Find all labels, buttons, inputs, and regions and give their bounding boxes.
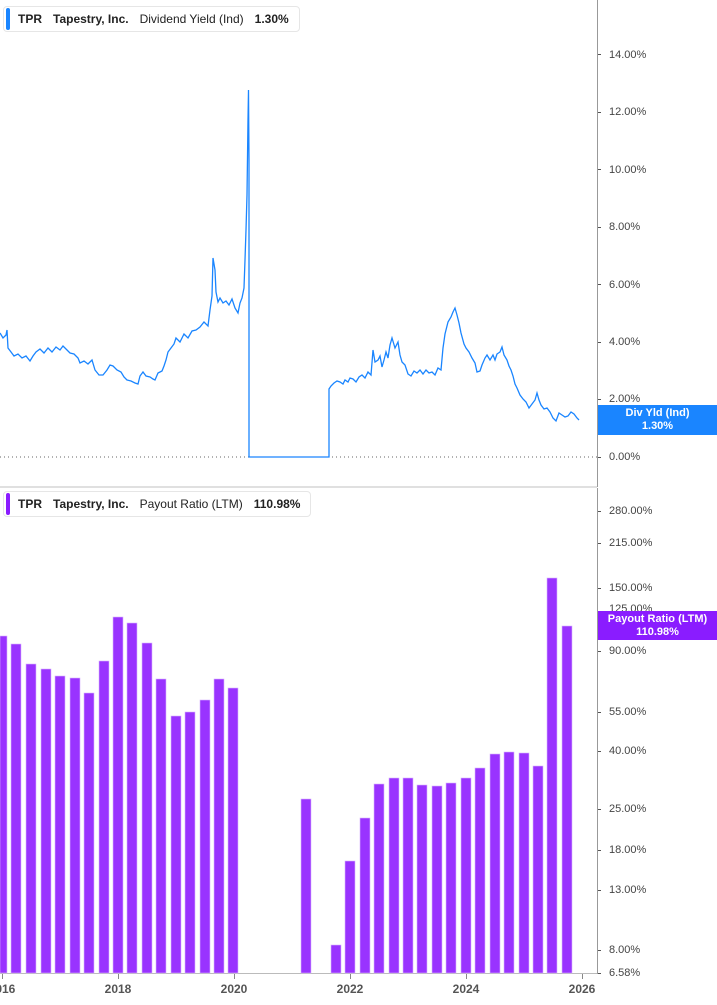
- bar[interactable]: [126, 622, 138, 974]
- y-tick-label: 280.00%: [609, 505, 653, 517]
- x-tick-label: 2016: [0, 982, 16, 996]
- x-tick-label: 2018: [104, 982, 132, 996]
- bar[interactable]: [227, 687, 239, 974]
- bar[interactable]: [460, 777, 472, 974]
- y-tick-label: 12.00%: [609, 106, 647, 118]
- bar[interactable]: [373, 783, 385, 974]
- bar[interactable]: [141, 642, 153, 974]
- series-color-swatch: [6, 493, 10, 515]
- legend-metric: Dividend Yield (Ind): [139, 12, 244, 26]
- badge-value: 1.30%: [641, 420, 674, 432]
- bar[interactable]: [98, 660, 110, 974]
- bar[interactable]: [474, 767, 486, 974]
- x-tick-label: 2024: [452, 982, 480, 996]
- y-tick-label: 6.00%: [609, 279, 641, 291]
- bar[interactable]: [213, 678, 225, 974]
- y-tick-label: 215.00%: [609, 537, 653, 549]
- y-tick-label: 18.00%: [609, 844, 647, 856]
- bar[interactable]: [416, 784, 428, 974]
- y-tick-label: 25.00%: [609, 803, 647, 815]
- dividend-yield-legend[interactable]: TPR Tapestry, Inc. Dividend Yield (Ind) …: [3, 6, 300, 32]
- badge-label: Payout Ratio (LTM): [607, 613, 708, 625]
- y-tick-label: 40.00%: [609, 745, 647, 757]
- payout-ratio-bars: [0, 577, 573, 974]
- bar[interactable]: [170, 715, 182, 974]
- y-tick-label: 4.00%: [609, 336, 641, 348]
- y-tick-label: 0.00%: [609, 451, 641, 463]
- payout-ratio-legend[interactable]: TPR Tapestry, Inc. Payout Ratio (LTM) 11…: [3, 491, 312, 517]
- y-tick-label: 8.00%: [609, 221, 641, 233]
- legend-company: Tapestry, Inc.: [53, 497, 129, 511]
- badge-value: 110.98%: [636, 626, 679, 638]
- legend-company: Tapestry, Inc.: [53, 12, 129, 26]
- bar[interactable]: [0, 635, 8, 974]
- bar[interactable]: [25, 663, 37, 974]
- y-tick-label: 150.00%: [609, 582, 653, 594]
- dividend-yield-line: [0, 89, 580, 458]
- bar[interactable]: [330, 944, 342, 974]
- bar[interactable]: [300, 798, 312, 974]
- top-y-tick-marks: [598, 54, 601, 458]
- series-color-swatch: [6, 8, 10, 30]
- bar[interactable]: [359, 817, 371, 974]
- bar[interactable]: [344, 860, 356, 974]
- bar[interactable]: [10, 643, 22, 974]
- y-tick-label: 10.00%: [609, 164, 647, 176]
- x-tick-label: 2020: [220, 982, 248, 996]
- bar[interactable]: [445, 782, 457, 974]
- y-tick-label: 90.00%: [609, 645, 647, 657]
- bar[interactable]: [518, 752, 530, 974]
- bar[interactable]: [388, 777, 400, 974]
- bar[interactable]: [546, 577, 558, 974]
- legend-metric: Payout Ratio (LTM): [139, 497, 243, 511]
- dividend-yield-current-badge: Div Yld (Ind) 1.30%: [598, 405, 717, 435]
- bar[interactable]: [199, 699, 211, 974]
- bar[interactable]: [83, 692, 95, 974]
- y-tick-label: 14.00%: [609, 49, 647, 61]
- bar[interactable]: [503, 751, 515, 974]
- y-tick-label: 2.00%: [609, 393, 641, 405]
- x-tick-label: 2026: [568, 982, 596, 996]
- bar[interactable]: [431, 785, 443, 974]
- panel-separator[interactable]: [0, 486, 597, 488]
- bar[interactable]: [69, 677, 81, 974]
- x-tick-marks: [2, 974, 583, 979]
- legend-value: 110.98%: [253, 497, 301, 511]
- bar[interactable]: [532, 765, 544, 974]
- bar[interactable]: [155, 678, 167, 974]
- bar[interactable]: [40, 668, 52, 974]
- bar[interactable]: [489, 753, 501, 974]
- x-tick-label: 2022: [336, 982, 364, 996]
- bar[interactable]: [54, 675, 66, 974]
- legend-ticker: TPR: [18, 12, 42, 26]
- bar[interactable]: [402, 777, 414, 974]
- y-tick-label: 13.00%: [609, 884, 647, 896]
- legend-value: 1.30%: [254, 12, 289, 26]
- y-tick-label: 6.58%: [609, 967, 641, 979]
- badge-label: Div Yld (Ind): [625, 407, 690, 419]
- y-tick-label: 8.00%: [609, 944, 641, 956]
- bar[interactable]: [561, 625, 573, 974]
- bar[interactable]: [112, 616, 124, 974]
- bar[interactable]: [184, 711, 196, 974]
- legend-ticker: TPR: [18, 497, 42, 511]
- payout-ratio-current-badge: Payout Ratio (LTM) 110.98%: [598, 611, 717, 640]
- y-tick-label: 55.00%: [609, 706, 647, 718]
- bottom-y-tick-marks: [598, 511, 601, 974]
